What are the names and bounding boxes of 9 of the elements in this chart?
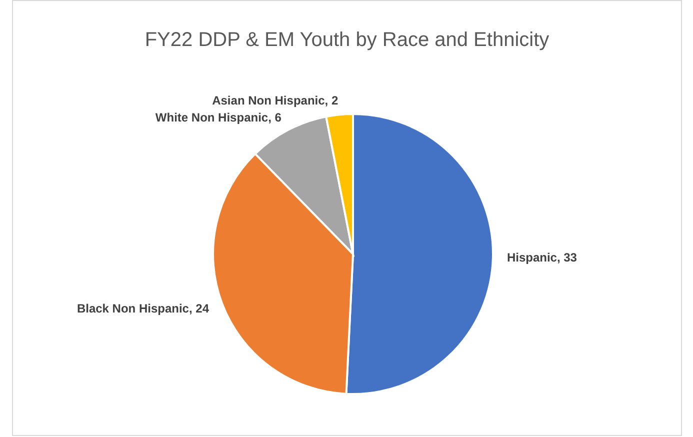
chart-title: FY22 DDP & EM Youth by Race and Ethnicity [144, 29, 550, 53]
data-label: , 33 [556, 250, 578, 265]
data-label: , 6 [268, 110, 282, 125]
slice-label: Black Non Hispanic [76, 302, 190, 316]
data-label: , 2 [324, 94, 338, 108]
data-label: , 24 [188, 302, 210, 316]
slice-label: Hispanic [506, 250, 558, 265]
slice-label: Asian Non Hispanic [212, 94, 326, 108]
slice-label: White Non Hispanic [155, 110, 268, 125]
